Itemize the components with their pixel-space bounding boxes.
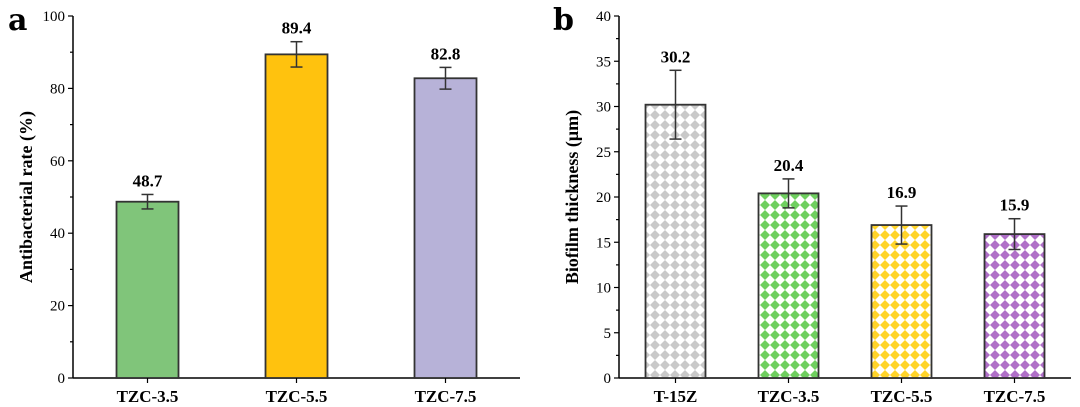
panel-a-category-label: TZC-3.5 bbox=[117, 387, 179, 406]
panel-b-y-tick-label: 40 bbox=[596, 9, 611, 25]
panel-b-bar-tzc-7-5 bbox=[983, 233, 1046, 379]
panel-a-y-axis-title: Antibacterial rate (%) bbox=[16, 111, 37, 283]
panel-a-bar-tzc-3-5 bbox=[115, 200, 180, 379]
panel-b-plot-area: 0 5 10 15 20 25 30 35 40 30.2 T-15Z 20.4 TZC-3.5 16.9… bbox=[596, 9, 1071, 406]
panel-b-value-label: 15.9 bbox=[1000, 196, 1030, 215]
panel-a-bar-tzc-5-5 bbox=[264, 53, 329, 379]
panel-a-value-label: 89.4 bbox=[282, 19, 312, 38]
panel-b-category-label: TZC-3.5 bbox=[758, 387, 820, 406]
panel-b-y-axis-title: Biofilm thickness (μm) bbox=[562, 110, 583, 284]
panel-b-y-tick-label: 25 bbox=[596, 145, 611, 161]
panel-a-letter: a bbox=[8, 3, 27, 38]
panel-a-y-tick-label: 100 bbox=[43, 9, 66, 25]
panel-b-error-bar bbox=[1008, 217, 1021, 251]
panel-a-plot-area: 0 20 40 60 80 100 48.7 TZC-3.5 89.4 TZC-5.5 82.8 TZ… bbox=[43, 9, 520, 406]
panel-b-bar-tzc-3-5 bbox=[757, 192, 820, 379]
panel-b-error-bar bbox=[782, 178, 795, 209]
panel-b-y-tick-label: 10 bbox=[596, 281, 611, 297]
panel-b-category-label: T-15Z bbox=[654, 387, 698, 406]
chart-panel-b: b Biofilm thickness (μm) 0 5 10 15 20 25 30 35 4… bbox=[553, 3, 1071, 406]
panel-a-category-label: TZC-5.5 bbox=[266, 387, 328, 406]
panel-b-category-label: TZC-7.5 bbox=[984, 387, 1046, 406]
panel-a-y-tick-label: 40 bbox=[50, 226, 65, 242]
panel-b-value-label: 16.9 bbox=[887, 183, 917, 202]
panel-a-y-tick-label: 20 bbox=[50, 299, 65, 315]
panel-a-error-bar bbox=[439, 66, 452, 90]
panel-b-error-bar bbox=[669, 69, 682, 140]
panel-a-bar-tzc-7-5 bbox=[413, 77, 478, 379]
panel-b-letter: b bbox=[553, 3, 574, 38]
panel-b-y-tick-label: 20 bbox=[596, 190, 611, 206]
panel-a-y-tick-label: 60 bbox=[50, 154, 65, 170]
panel-b-value-label: 20.4 bbox=[774, 156, 804, 175]
panel-b-y-tick-label: 5 bbox=[604, 326, 612, 342]
panel-b-y-tick-label: 0 bbox=[604, 371, 612, 387]
panel-a-error-bar bbox=[141, 193, 154, 210]
panel-b-y-tick-label: 35 bbox=[596, 54, 611, 70]
panel-a-y-tick-label: 80 bbox=[50, 81, 65, 97]
panel-a-value-label: 82.8 bbox=[431, 44, 461, 63]
panel-b-y-tick-label: 15 bbox=[596, 235, 611, 251]
panel-b-category-label: TZC-5.5 bbox=[871, 387, 933, 406]
chart-panel-a: a Antibacterial rate (%) 0 20 40 60 80 100 48.… bbox=[8, 3, 520, 406]
panel-a-error-bar bbox=[290, 40, 303, 68]
panel-a-y-tick-label: 0 bbox=[58, 371, 66, 387]
panel-b-bar-t-15z bbox=[644, 103, 707, 379]
panel-b-bar-tzc-5-5 bbox=[870, 224, 933, 379]
panel-b-value-label: 30.2 bbox=[661, 47, 691, 66]
panel-b-y-tick-label: 30 bbox=[596, 100, 611, 116]
panel-a-category-label: TZC-7.5 bbox=[415, 387, 477, 406]
panel-b-error-bar bbox=[895, 205, 908, 245]
panel-a-value-label: 48.7 bbox=[133, 171, 163, 190]
